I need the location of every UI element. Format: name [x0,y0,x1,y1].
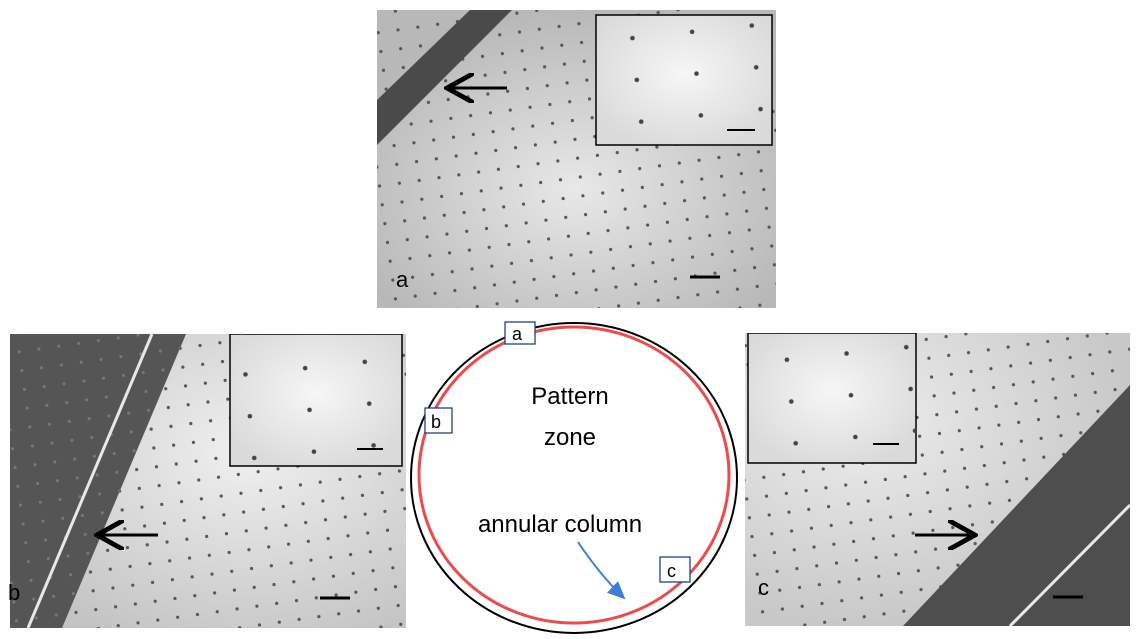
micrograph-b [10,334,406,628]
box-label: a [512,324,523,344]
zone-label: zone [544,424,596,451]
micrograph-c [745,333,1130,626]
micrograph-a [377,10,776,308]
figure: a b c a b c Pattern zone annular column [0,0,1138,634]
column-label: annular column [478,511,642,538]
zone-label: Pattern [531,383,608,410]
panel-label: c [758,575,769,600]
panel-label: b [8,580,20,605]
panel-label: a [396,267,409,292]
outer-circle [411,323,737,633]
box-label: b [431,412,441,432]
box-label: c [667,561,676,581]
